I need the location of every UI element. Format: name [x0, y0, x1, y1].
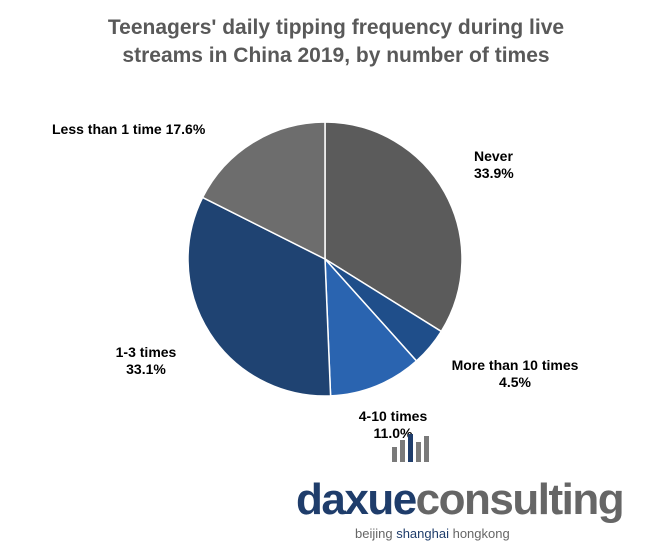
label-never-name: Never	[474, 148, 513, 164]
pie-slices	[187, 121, 463, 397]
label-never: Never 33.9%	[474, 148, 514, 182]
label-1-3-value: 33.1%	[126, 361, 166, 377]
label-4-10: 4-10 times 11.0%	[345, 408, 441, 442]
label-less-than-1-value: 17.6%	[165, 121, 206, 137]
chart-title-line-2: streams in China 2019, by number of time…	[122, 44, 550, 67]
logo-subtitle: beijing shanghai hongkong	[355, 526, 510, 542]
logo-sub-2: shanghai	[396, 526, 449, 541]
logo-sub-1: beijing	[355, 526, 397, 541]
chart-title: Teenagers' daily tipping frequency durin…	[40, 14, 632, 70]
label-1-3-name: 1-3 times	[115, 344, 177, 360]
label-less-than-1-name: Less than 1 time	[52, 121, 162, 137]
label-more-than-10-name: More than 10 times	[451, 357, 579, 373]
label-4-10-name: 4-10 times	[358, 408, 428, 424]
label-less-than-1: Less than 1 time 17.6%	[52, 121, 205, 138]
label-more-than-10: More than 10 times 4.5%	[441, 357, 589, 391]
logo-part-1: daxue	[296, 475, 417, 524]
label-more-than-10-value: 4.5%	[499, 374, 531, 390]
logo: daxueconsulting	[296, 475, 625, 524]
logo-sub-3: hongkong	[448, 526, 510, 541]
pie-slice-4-10-times	[324, 256, 418, 397]
chart-title-line-1: Teenagers' daily tipping frequency durin…	[107, 16, 565, 39]
pie-slice-less-than-1-time	[201, 121, 326, 261]
label-1-3: 1-3 times 33.1%	[96, 344, 196, 378]
pie-slice-1-3-times	[187, 196, 332, 397]
pie-slice-never	[324, 121, 463, 333]
label-4-10-value: 11.0%	[373, 425, 413, 441]
logo-part-2: consulting	[415, 475, 625, 524]
label-never-value: 33.9%	[474, 165, 514, 181]
